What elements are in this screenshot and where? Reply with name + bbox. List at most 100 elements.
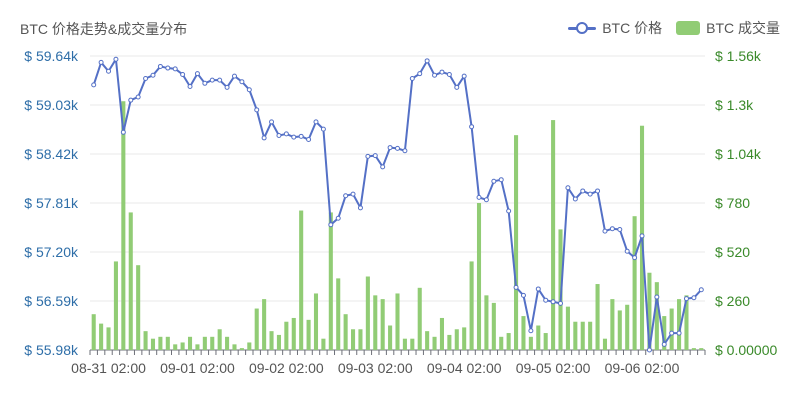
price-point [254, 107, 260, 113]
volume-bar [136, 265, 141, 350]
price-point [343, 193, 349, 199]
y-right-tick-label: $ 1.3k [715, 97, 754, 113]
volume-bar [284, 321, 289, 350]
price-point [669, 330, 675, 336]
volume-bar [254, 308, 259, 350]
price-point [350, 191, 356, 197]
price-point [676, 330, 682, 336]
price-point [269, 119, 275, 125]
volume-bar [499, 336, 504, 350]
volume-bar [447, 334, 452, 350]
price-point [143, 75, 149, 81]
volume-bar [202, 336, 207, 350]
price-point [365, 153, 371, 159]
volume-bar [158, 336, 163, 350]
x-tick-label: 09-04 02:00 [427, 360, 502, 376]
price-point [106, 68, 112, 74]
price-point [224, 84, 230, 90]
volume-bar [610, 299, 615, 350]
price-point [261, 135, 267, 141]
volume-bar [239, 348, 244, 350]
price-point [432, 72, 438, 78]
price-point [180, 71, 186, 77]
y-left-tick-label: $ 57.20k [24, 244, 79, 260]
price-point [587, 191, 593, 197]
volume-bar [106, 327, 111, 350]
volume-bar [395, 293, 400, 350]
price-point [335, 215, 341, 221]
volume-bar [484, 295, 489, 350]
price-point [698, 287, 704, 293]
price-point [602, 228, 608, 234]
price-point [424, 58, 430, 64]
y-right-tick-label: $ 0.00000 [715, 342, 777, 358]
volume-bar [551, 120, 556, 350]
y-right-tick-label: $ 780 [715, 195, 750, 211]
volume-bar [291, 317, 296, 350]
y-right-tick-label: $ 1.04k [715, 146, 762, 162]
price-point [558, 300, 564, 306]
price-point [550, 299, 556, 305]
price-point [483, 197, 489, 203]
price-point [639, 233, 645, 239]
volume-bar [91, 314, 96, 350]
price-point [128, 97, 134, 103]
price-point [98, 59, 104, 65]
price-point [246, 87, 252, 93]
volume-bar [187, 336, 193, 350]
volume-bar [210, 336, 215, 350]
volume-bar [195, 344, 200, 350]
price-point [498, 177, 504, 183]
volume-bar [691, 348, 696, 350]
volume-bar [573, 321, 578, 350]
x-tick-label: 09-06 02:00 [605, 360, 680, 376]
volume-bar [365, 276, 370, 350]
volume-bar [306, 319, 311, 350]
x-tick-label: 09-02 02:00 [249, 360, 324, 376]
price-point [306, 137, 312, 143]
price-point [120, 129, 126, 135]
volume-bar [321, 338, 326, 350]
volume-bar [699, 348, 704, 350]
volume-bar [380, 299, 385, 350]
volume-bar [232, 344, 237, 350]
price-point [320, 126, 326, 132]
y-left-tick-label: $ 56.59k [24, 293, 79, 309]
volume-bar [588, 321, 593, 350]
price-point [476, 194, 482, 200]
volume-bar [150, 338, 156, 350]
price-point [313, 119, 319, 125]
volume-bar [269, 331, 274, 350]
price-point [691, 295, 697, 301]
price-point [454, 84, 460, 90]
volume-bar [580, 321, 585, 350]
price-point [276, 133, 282, 139]
y-left-tick-label: $ 59.03k [24, 97, 79, 113]
legend-label-price: BTC 价格 [602, 20, 663, 36]
volume-bar [454, 329, 459, 350]
price-point [617, 227, 623, 233]
price-point [209, 77, 215, 83]
price-point [239, 79, 245, 85]
legend-item-volume[interactable]: BTC 成交量 [676, 18, 780, 38]
volume-bar [625, 304, 630, 350]
price-point [543, 297, 549, 303]
price-point [372, 153, 378, 159]
volume-bar [313, 293, 319, 350]
volume-bar [662, 316, 667, 350]
volume-bar [602, 338, 608, 350]
volume-bar [225, 336, 230, 350]
volume-bar [143, 331, 148, 350]
price-point [165, 65, 171, 71]
volume-bar [632, 216, 637, 350]
volume-bar [469, 261, 474, 350]
price-point [202, 80, 208, 86]
y-left-tick-label: $ 59.64k [24, 48, 79, 64]
price-point [624, 248, 630, 254]
legend-item-price[interactable]: BTC 价格 [568, 18, 662, 38]
price-point [609, 226, 615, 232]
volume-bar [336, 278, 341, 350]
volume-bar [173, 344, 178, 350]
x-tick-label: 08-31 02:00 [71, 360, 146, 376]
volume-bar [491, 302, 496, 350]
